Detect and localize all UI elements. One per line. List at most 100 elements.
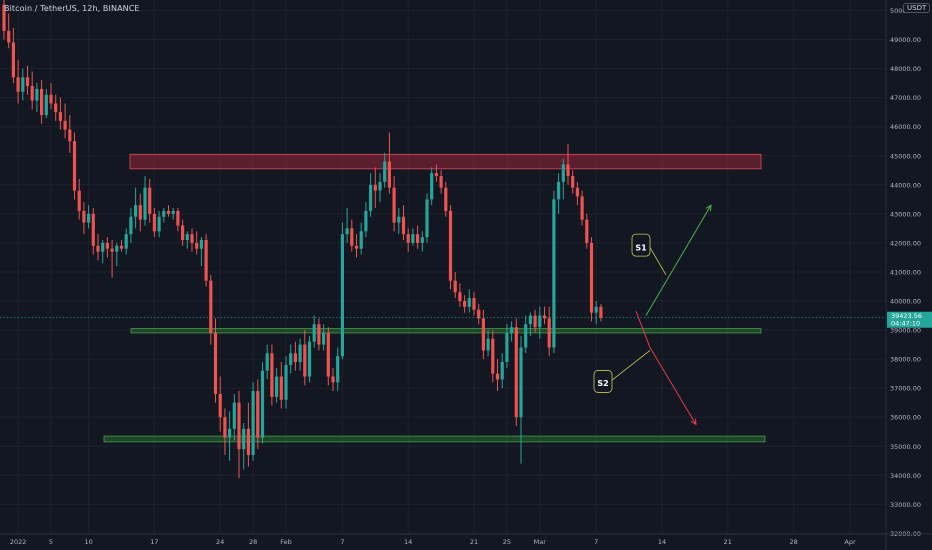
candle-body — [378, 182, 381, 191]
candle-body — [468, 298, 471, 307]
y-tick-label: 35000.00 — [890, 443, 921, 451]
x-tick-label: 10 — [84, 538, 92, 546]
x-tick-label: 7 — [594, 538, 598, 546]
candle-body — [111, 249, 114, 252]
candle-body — [294, 353, 297, 362]
candle-body — [327, 333, 330, 377]
y-tick-label: 40000.00 — [890, 298, 921, 306]
x-tick-label: 21 — [724, 538, 732, 546]
candle-body — [96, 246, 99, 252]
s1-label: S1 — [635, 244, 647, 253]
symbol-title[interactable]: Bitcoin / TetherUS, 12h, BINANCE — [4, 4, 140, 13]
candle-body — [40, 89, 43, 115]
y-tick-label: 46000.00 — [890, 123, 921, 131]
candle-body — [35, 89, 38, 101]
y-tick-label: 47000.00 — [890, 94, 921, 102]
candle-body — [472, 298, 475, 310]
x-tick-label: 24 — [216, 538, 224, 546]
x-tick-label: 2022 — [10, 538, 27, 546]
candle-body — [233, 403, 236, 429]
candle-body — [449, 211, 452, 281]
candle-body — [252, 391, 255, 455]
candle-body — [31, 86, 34, 101]
candle-body — [158, 217, 161, 232]
candle-body — [313, 324, 316, 341]
candle-body — [562, 164, 565, 181]
candle-body — [167, 211, 170, 214]
candle-body — [256, 391, 259, 437]
x-tick-label: 14 — [404, 538, 412, 546]
x-tick-label: 21 — [470, 538, 478, 546]
candle-body — [176, 211, 179, 226]
candle-body — [477, 310, 480, 319]
candle-body — [421, 237, 424, 243]
candle-body — [49, 95, 52, 104]
candle-body — [7, 31, 10, 43]
zones — [104, 154, 765, 442]
candle-body — [402, 217, 405, 234]
candle-body — [407, 234, 410, 243]
y-tick-label: 42000.00 — [890, 239, 921, 247]
x-tick-label: 28 — [789, 538, 797, 546]
s2-connector — [611, 350, 650, 381]
candle-body — [45, 95, 48, 115]
candle-body — [369, 185, 372, 211]
candle-body — [317, 324, 320, 344]
candle-body — [223, 417, 226, 437]
candle-body — [364, 211, 367, 231]
s1-connector — [649, 246, 666, 275]
candle-body — [289, 353, 292, 365]
candle-body — [548, 318, 551, 347]
candle-body — [341, 234, 344, 356]
y-tick-label: 44000.00 — [890, 181, 921, 189]
candle-body — [524, 324, 527, 347]
candle-body — [129, 217, 132, 234]
candle-body — [247, 429, 250, 455]
candle-body — [383, 162, 386, 182]
x-tick-label: 7 — [340, 538, 344, 546]
candle-body — [430, 173, 433, 199]
candle-body — [496, 374, 499, 380]
candle-body — [190, 234, 193, 243]
candle-body — [308, 342, 311, 377]
candle-body — [59, 112, 62, 121]
candle-body — [270, 353, 273, 397]
support-zone-lower — [104, 436, 765, 442]
x-tick-label: 17 — [150, 538, 158, 546]
candle-body — [585, 220, 588, 243]
candle-body — [374, 185, 377, 191]
resistance-zone — [130, 154, 761, 169]
candle-body — [454, 281, 457, 293]
candle-body — [143, 188, 146, 220]
candle-body — [491, 339, 494, 374]
candle-body — [261, 371, 264, 438]
time-axis[interactable]: 2022 5 10 17 24 28 Feb 7 14 21 25 Mar 7 14 21 28 Apr — [0, 534, 932, 546]
candle-body — [355, 246, 358, 249]
bullish-arrow — [646, 205, 711, 315]
candle-body — [195, 243, 198, 249]
currency-unit-badge[interactable]: USDT — [903, 3, 930, 13]
x-tick-label: Feb — [280, 538, 292, 546]
candle-body — [148, 188, 151, 214]
y-tick-label: 45000.00 — [890, 152, 921, 160]
price-axis[interactable]: 32000.0033000.0034000.0035000.0036000.00… — [886, 0, 921, 550]
candle-body — [581, 196, 584, 219]
grid-lines — [0, 0, 886, 534]
candle-body — [331, 377, 334, 383]
candle-body — [219, 394, 222, 417]
candle-body — [21, 77, 24, 92]
candle-body — [425, 199, 428, 237]
candle-body — [595, 307, 598, 313]
y-tick-label: 41000.00 — [890, 268, 921, 276]
candle-body — [322, 333, 325, 345]
candle-body — [538, 316, 541, 328]
candle-body — [266, 353, 269, 370]
candle-body — [487, 339, 490, 351]
y-tick-label: 49000.00 — [890, 36, 921, 44]
candle-body — [510, 327, 513, 333]
candle-body — [566, 164, 569, 176]
price-tag-timer: 04:47:10 — [891, 320, 920, 328]
x-tick-label: 14 — [658, 538, 666, 546]
x-tick-label: 28 — [249, 538, 257, 546]
